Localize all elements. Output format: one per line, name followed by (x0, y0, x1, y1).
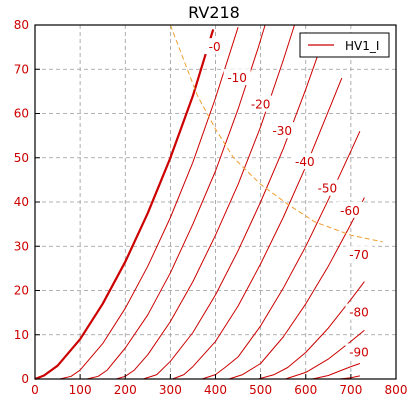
chart-title: RV218 (188, 3, 240, 22)
curve-label-bg (204, 38, 225, 55)
x-tick-label: 400 (204, 383, 227, 397)
x-tick-label: 200 (114, 383, 137, 397)
series-line (172, 77, 343, 380)
curve-label: -90 (349, 345, 369, 359)
x-tick-label: 100 (69, 383, 92, 397)
x-tick-label: 0 (31, 383, 39, 397)
series-line (86, 24, 266, 380)
y-tick-label: 40 (14, 195, 29, 209)
y-tick-label: 70 (14, 62, 29, 76)
curve-label-bg (336, 201, 364, 218)
curve-label-bg (268, 122, 296, 139)
load-line (169, 24, 383, 243)
curve-label: -20 (251, 98, 271, 112)
curve-label-bg (345, 246, 373, 263)
series-line (34, 29, 215, 381)
curve-label: -40 (295, 155, 315, 169)
legend: HV1_I (299, 32, 390, 58)
curve-label: -80 (349, 306, 369, 320)
x-tick-label: 700 (339, 383, 362, 397)
y-tick-label: 20 (14, 284, 29, 298)
curve-label-bg (345, 343, 373, 360)
series-line (285, 329, 365, 380)
curve-label-bg (223, 69, 251, 86)
y-tick-label: 0 (21, 372, 29, 386)
series-line (143, 38, 325, 380)
series-line (312, 363, 361, 380)
curve-label-bg (313, 179, 341, 196)
x-tick-label: 500 (249, 383, 272, 397)
curve-label-bg (291, 153, 319, 170)
series-line (258, 281, 365, 380)
x-tick-label: 800 (385, 383, 408, 397)
legend-entry: HV1_I (345, 39, 379, 53)
curve-label: -30 (272, 124, 292, 138)
curve-label-bg (247, 95, 275, 112)
curve-label: -60 (340, 204, 360, 218)
y-tick-label: 10 (14, 328, 29, 342)
series-line (59, 27, 239, 380)
curve-label: -50 (318, 182, 338, 196)
curve-label: -70 (349, 248, 369, 262)
x-tick-label: 600 (294, 383, 317, 397)
load-line-group (169, 24, 383, 243)
axes (34, 24, 397, 380)
tick-labels: 0 100 200 300 400 500 600 700 800 0 10 20 30 40 50 60 70… (14, 18, 408, 397)
y-tick-label: 80 (14, 18, 29, 32)
y-tick-label: 30 (14, 239, 29, 253)
curve-label-bg (345, 303, 373, 320)
curve-label: -10 (227, 71, 247, 85)
curve-label: -0 (209, 40, 221, 54)
y-tick-label: 60 (14, 107, 29, 121)
y-tick-label: 50 (14, 151, 29, 165)
series-line (201, 130, 361, 380)
curve-labels: -0 -10 -20-30 -40-50-60 -70 -80 -90 (204, 38, 373, 360)
x-tick-label: 300 (159, 383, 182, 397)
series-line (228, 197, 365, 380)
